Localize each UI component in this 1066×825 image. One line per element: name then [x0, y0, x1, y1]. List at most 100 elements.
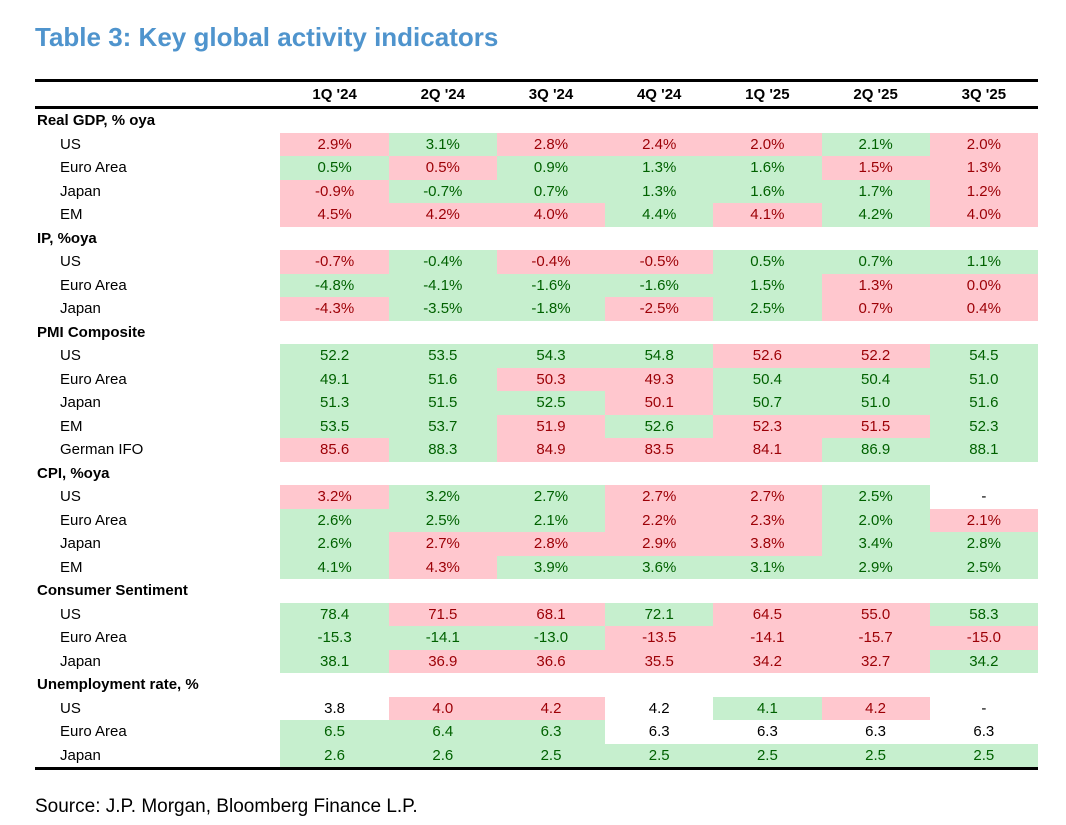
table-cell: 2.6 [280, 743, 389, 769]
row-label: US [60, 347, 81, 365]
table-cell: 0.9% [496, 156, 606, 180]
table-row: US 3.8 4.0 4.2 4.2 4.1 4.2- [35, 696, 1038, 720]
section-row: Real GDP, % oya [35, 108, 1038, 133]
row-label: Japan [60, 746, 101, 764]
table-row: Japan 2.6% 2.7% 2.8% 2.9% 3.8% 3.4% 2.8% [35, 532, 1038, 556]
table-cell: 51.3 [280, 391, 389, 415]
table-row: German IFO 85.6 88.3 84.9 83.5 84.1 86.9 88.1 [35, 438, 1038, 462]
table-cell: 1.3% [605, 156, 714, 180]
table-cell: 53.7 [388, 414, 497, 438]
table-row: EM 4.1% 4.3% 3.9% 3.6% 3.1% 2.9% 2.5% [35, 555, 1038, 579]
table-cell: 0.7% [496, 179, 606, 203]
table-cell: 2.0% [821, 508, 930, 532]
row-label: Euro Area [60, 370, 127, 388]
table-cell: 1.3% [605, 179, 714, 203]
row-label: US [60, 253, 81, 271]
table-cell: 1.6% [713, 179, 822, 203]
table-cell: -14.1 [713, 626, 822, 650]
table-cell: 6.3 [756, 723, 778, 741]
table-cell: 51.6 [388, 367, 497, 391]
section-row: CPI, %oya [35, 462, 1038, 486]
table-cell: 3.9% [496, 555, 606, 579]
header-row: 1Q '24 2Q '24 3Q '24 4Q '24 1Q '25 2Q '25 3Q '… [35, 81, 1038, 108]
table-cell: 3.8% [713, 532, 822, 556]
row-label: EM [60, 206, 83, 224]
table-cell: 2.8% [496, 532, 606, 556]
table-cell: 3.4% [821, 532, 930, 556]
table-cell: 2.3% [713, 508, 822, 532]
table-row: US -0.7% -0.4% -0.4% -0.5% 0.5% 0.7% 1.1% [35, 250, 1038, 274]
table-cell: 1.6% [713, 156, 822, 180]
table-row: Euro Area -4.8% -4.1% -1.6% -1.6% 1.5% 1.3% 0.0… [35, 273, 1038, 297]
table-cell: 6.3 [648, 723, 670, 741]
section-row: IP, %oya [35, 227, 1038, 251]
table-cell: -0.7% [388, 179, 497, 203]
column-header: 4Q '24 [636, 85, 682, 103]
table-cell: 52.6 [713, 344, 822, 368]
table-cell: 50.3 [496, 367, 606, 391]
row-label: Euro Area [60, 159, 127, 177]
table-cell: 72.1 [605, 602, 714, 626]
table-cell: 1.5% [713, 273, 822, 297]
table-cell: 3.6% [605, 555, 714, 579]
table-cell: 53.5 [280, 414, 389, 438]
source-note: Source: J.P. Morgan, Bloomberg Finance L… [35, 796, 418, 817]
table-cell: 84.9 [496, 438, 606, 462]
table-cell: 2.7% [713, 485, 822, 509]
table-cell: -1.6% [496, 273, 606, 297]
indicators-table: 1Q '24 2Q '24 3Q '24 4Q '24 1Q '25 2Q '25 3Q '… [35, 79, 1038, 770]
section-label: CPI, %oya [37, 464, 110, 482]
table-cell: 51.5 [821, 414, 930, 438]
row-label: Euro Area [60, 511, 127, 529]
table-cell: 50.1 [605, 391, 714, 415]
table-cell: 4.0% [496, 203, 606, 227]
row-label: US [60, 605, 81, 623]
table-cell: 53.5 [388, 344, 497, 368]
table-cell: 71.5 [388, 602, 497, 626]
table-title: Table 3: Key global activity indicators [35, 22, 499, 52]
table-cell: 6.4 [388, 720, 497, 744]
table-cell: -3.5% [388, 297, 497, 321]
table-cell: - [981, 699, 987, 717]
table-cell: 1.1% [929, 250, 1038, 274]
table-row: EM 53.5 53.7 51.9 52.6 52.3 51.5 52.3 [35, 414, 1038, 438]
table-cell: 2.1% [929, 508, 1038, 532]
table-cell: 2.2% [605, 508, 714, 532]
table-cell: 4.2 [821, 696, 930, 720]
column-header: 1Q '25 [745, 85, 790, 103]
table-row: US 52.2 53.5 54.3 54.8 52.6 52.2 54.5 [35, 344, 1038, 368]
table-cell: 55.0 [821, 602, 930, 626]
table-cell: 2.9% [821, 555, 930, 579]
table-row: Euro Area 2.6% 2.5% 2.1% 2.2% 2.3% 2.0% 2.1% [35, 508, 1038, 532]
table-cell: 2.9% [280, 132, 389, 156]
table-cell: 52.3 [929, 414, 1038, 438]
table-cell: 2.7% [496, 485, 606, 509]
table-cell: 2.7% [605, 485, 714, 509]
table-cell: 0.7% [821, 250, 930, 274]
table-row: Japan 38.1 36.9 36.6 35.5 34.2 32.7 34.2 [35, 649, 1038, 673]
table-cell: 4.4% [605, 203, 714, 227]
table-cell: 4.1 [713, 696, 822, 720]
table-row: Euro Area 6.5 6.4 6.3 6.3 6.3 6.3 6.3 [35, 720, 1038, 744]
table-cell: 86.9 [821, 438, 930, 462]
table-cell: 6.3 [496, 720, 606, 744]
table-cell: -13.0 [496, 626, 606, 650]
table-cell: 1.7% [821, 179, 930, 203]
column-header: 2Q '25 [853, 85, 898, 103]
table-cell: 49.1 [280, 367, 389, 391]
table-cell: -1.8% [496, 297, 606, 321]
table-row: US 78.4 71.5 68.1 72.1 64.5 55.0 58.3 [35, 602, 1038, 626]
table-cell: 49.3 [605, 367, 714, 391]
table-cell: -0.5% [605, 250, 714, 274]
table-cell: 2.1% [496, 508, 606, 532]
table-cell: 51.0 [821, 391, 930, 415]
table-cell: 1.2% [929, 179, 1038, 203]
table-cell: 38.1 [280, 649, 389, 673]
row-label: Japan [60, 300, 101, 318]
row-label: US [60, 135, 81, 153]
table-cell: 2.5 [929, 743, 1038, 769]
table-cell: 36.9 [388, 649, 497, 673]
table-cell: 2.0% [713, 132, 822, 156]
section-row: Unemployment rate, % [35, 673, 1038, 697]
